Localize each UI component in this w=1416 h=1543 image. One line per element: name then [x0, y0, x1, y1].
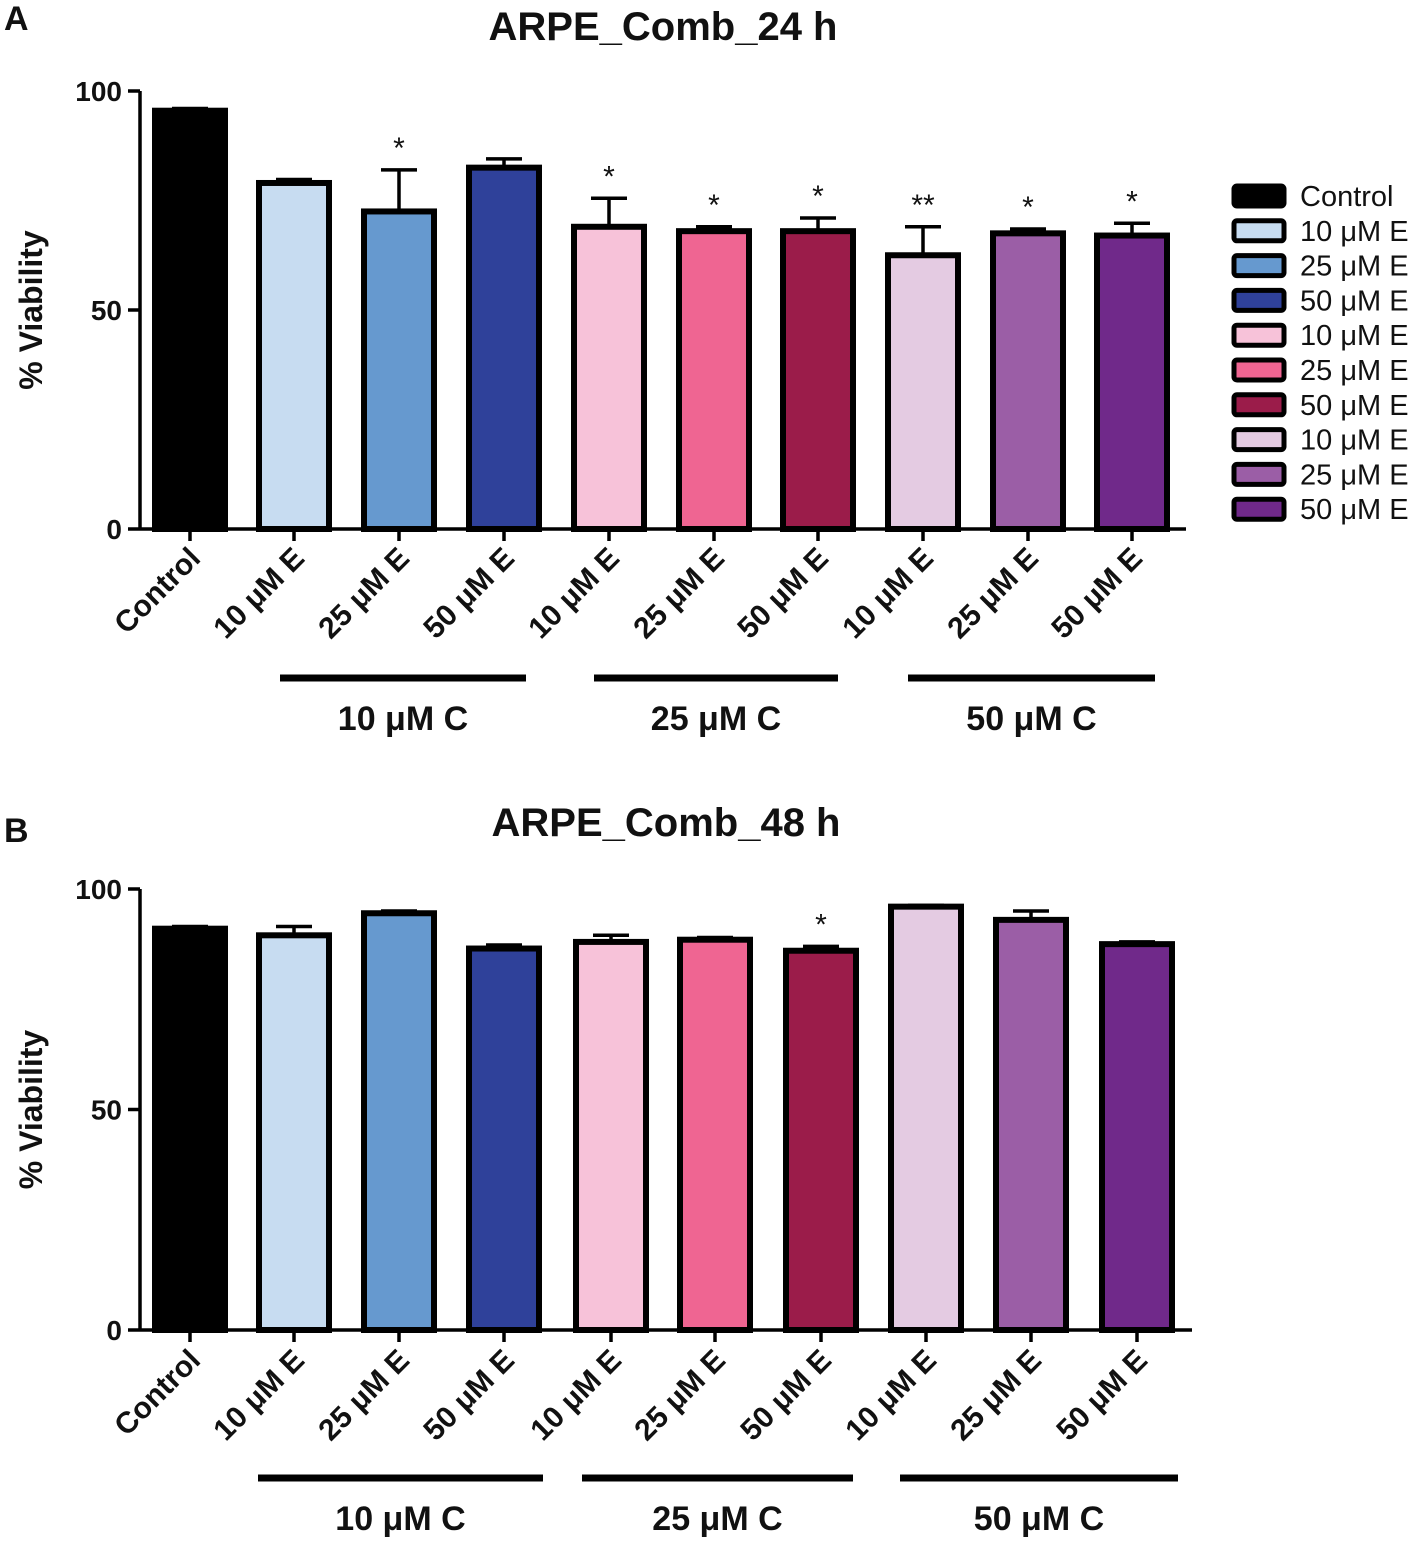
group-label: 25 μM C	[652, 1500, 782, 1538]
y-tick-label: 0	[106, 514, 122, 545]
legend-label: 50 μM E	[1300, 285, 1409, 317]
legend-swatch	[1231, 427, 1287, 453]
bar	[1099, 941, 1175, 1333]
significance-marker: *	[708, 189, 720, 222]
legend-label: 25 μM E	[1300, 459, 1409, 491]
x-tick-label: 25 μM E	[628, 1344, 732, 1448]
legend-label: 10 μM E	[1300, 320, 1409, 352]
y-tick-label: 50	[91, 1095, 122, 1126]
legend-label: 10 μM E	[1300, 425, 1409, 457]
legend-label: 25 μM E	[1300, 251, 1409, 283]
x-tick-label: 25 μM E	[941, 542, 1045, 646]
legend-label: 50 μM E	[1300, 390, 1409, 422]
x-tick-label: 25 μM E	[944, 1344, 1048, 1448]
x-tick-label: 10 μM E	[524, 1344, 628, 1448]
legend-swatch	[1231, 392, 1287, 418]
significance-marker: **	[911, 189, 935, 222]
legend-swatch	[1231, 322, 1287, 348]
bar	[993, 916, 1069, 1333]
significance-marker: *	[812, 180, 824, 213]
x-tick-label: 50 μM E	[734, 1344, 838, 1448]
x-tick-label: 50 μM E	[1050, 1344, 1154, 1448]
x-tick-label: 50 μM E	[1045, 542, 1149, 646]
legend-swatch	[1231, 287, 1287, 313]
bar	[256, 932, 332, 1333]
significance-marker: *	[393, 132, 405, 165]
bar	[888, 903, 964, 1333]
significance-marker: *	[1126, 185, 1138, 218]
legend-label: 10 μM E	[1300, 216, 1409, 248]
bar	[783, 947, 859, 1333]
x-tick-label: 50 μM E	[417, 1344, 521, 1448]
bar	[361, 910, 437, 1333]
x-tick-label: 25 μM E	[312, 1344, 416, 1448]
group-label: 10 μM C	[335, 1500, 465, 1538]
panel-a-chart: A ARPE_Comb_24 h% Viability*** * ** * *050100…	[4, 0, 1186, 738]
x-tick-label: 10 μM E	[207, 542, 311, 646]
x-tick-label: Control	[108, 542, 207, 641]
panel-b-chart: B ARPE_Comb_48 h % Viability * 0 50 100 Control…	[4, 801, 1192, 1538]
x-tick-label: 10 μM E	[836, 542, 940, 646]
bar	[361, 208, 437, 532]
significance-marker: *	[815, 908, 827, 941]
group-label: 50 μM C	[974, 1500, 1104, 1538]
chart-title: ARPE_Comb_24 h	[489, 5, 838, 49]
significance-marker: *	[603, 160, 615, 193]
significance-marker: *	[1022, 191, 1034, 224]
legend-swatch	[1231, 218, 1287, 244]
bar	[466, 945, 542, 1333]
bar	[990, 230, 1066, 532]
y-tick-label: 50	[91, 295, 122, 326]
bar	[571, 223, 647, 532]
group-label: 50 μM C	[966, 700, 1096, 738]
legend-label: Control	[1300, 181, 1394, 213]
bar	[152, 107, 228, 533]
y-tick-label: 100	[75, 76, 122, 107]
bar	[885, 252, 961, 532]
legend-label: 25 μM E	[1300, 355, 1409, 387]
x-tick-label: 10 μM E	[839, 1344, 943, 1448]
group-label: 25 μM C	[651, 700, 781, 738]
x-tick-label: 10 μM E	[207, 1344, 311, 1448]
y-tick-label: 100	[75, 874, 122, 905]
bar	[1094, 232, 1170, 532]
x-tick-label: 25 μM E	[312, 542, 416, 646]
x-tick-label: 25 μM E	[627, 542, 731, 646]
legend-swatch	[1231, 496, 1287, 522]
legend-swatch	[1231, 253, 1287, 279]
chart-title: ARPE_Comb_48 h	[492, 801, 841, 845]
group-label: 10 μM C	[338, 700, 468, 738]
x-tick-label: 50 μM E	[731, 542, 835, 646]
bar	[573, 938, 649, 1333]
y-axis-label: % Viability	[13, 230, 49, 390]
legend-label: 50 μM E	[1300, 494, 1409, 526]
panel-letter: A	[4, 0, 29, 38]
bar	[466, 164, 542, 532]
y-axis-label: % Viability	[13, 1030, 49, 1190]
x-tick-label: Control	[108, 1344, 207, 1443]
legend-swatch	[1231, 183, 1287, 209]
x-tick-label: 10 μM E	[522, 542, 626, 646]
legend-swatch	[1231, 357, 1287, 383]
bar	[152, 925, 228, 1333]
x-tick-label: 50 μM E	[417, 542, 521, 646]
bar	[256, 179, 332, 532]
legend-swatch	[1231, 461, 1287, 487]
bar	[676, 228, 752, 532]
y-tick-label: 0	[106, 1315, 122, 1346]
bar	[780, 228, 856, 532]
panel-letter: B	[4, 812, 29, 850]
bar	[677, 936, 753, 1334]
